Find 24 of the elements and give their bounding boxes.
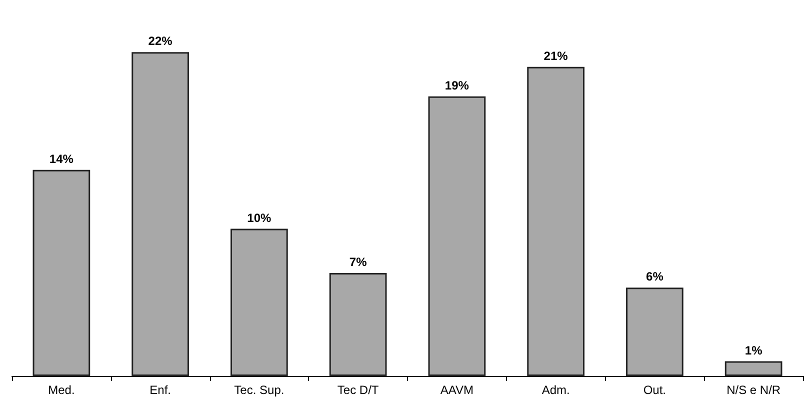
x-tick-label: AAVM (440, 383, 474, 397)
data-label: 10% (247, 210, 272, 225)
data-label: 7% (349, 254, 368, 269)
x-tick-label: Adm. (542, 383, 570, 397)
bar (132, 52, 189, 376)
bar (329, 272, 387, 376)
x-tick-label: Out. (643, 383, 666, 397)
bar (724, 361, 782, 376)
bar (230, 228, 288, 376)
x-tick-label: N/S e N/R (726, 383, 781, 397)
data-label: 19% (444, 78, 470, 92)
data-label: 1% (744, 343, 763, 358)
bar (626, 288, 684, 376)
x-tick-label: Tec. Sup. (234, 383, 284, 397)
data-label: 22% (148, 34, 173, 48)
bar (527, 66, 584, 376)
bar (32, 170, 90, 376)
bar (428, 96, 486, 376)
x-tick-label: Med. (48, 383, 75, 397)
x-tick-label: Tec D/T (337, 383, 380, 397)
data-label: 21% (544, 48, 568, 63)
data-label: 6% (646, 270, 664, 284)
data-label: 14% (49, 152, 74, 166)
x-tick-label: Enf. (150, 383, 171, 397)
